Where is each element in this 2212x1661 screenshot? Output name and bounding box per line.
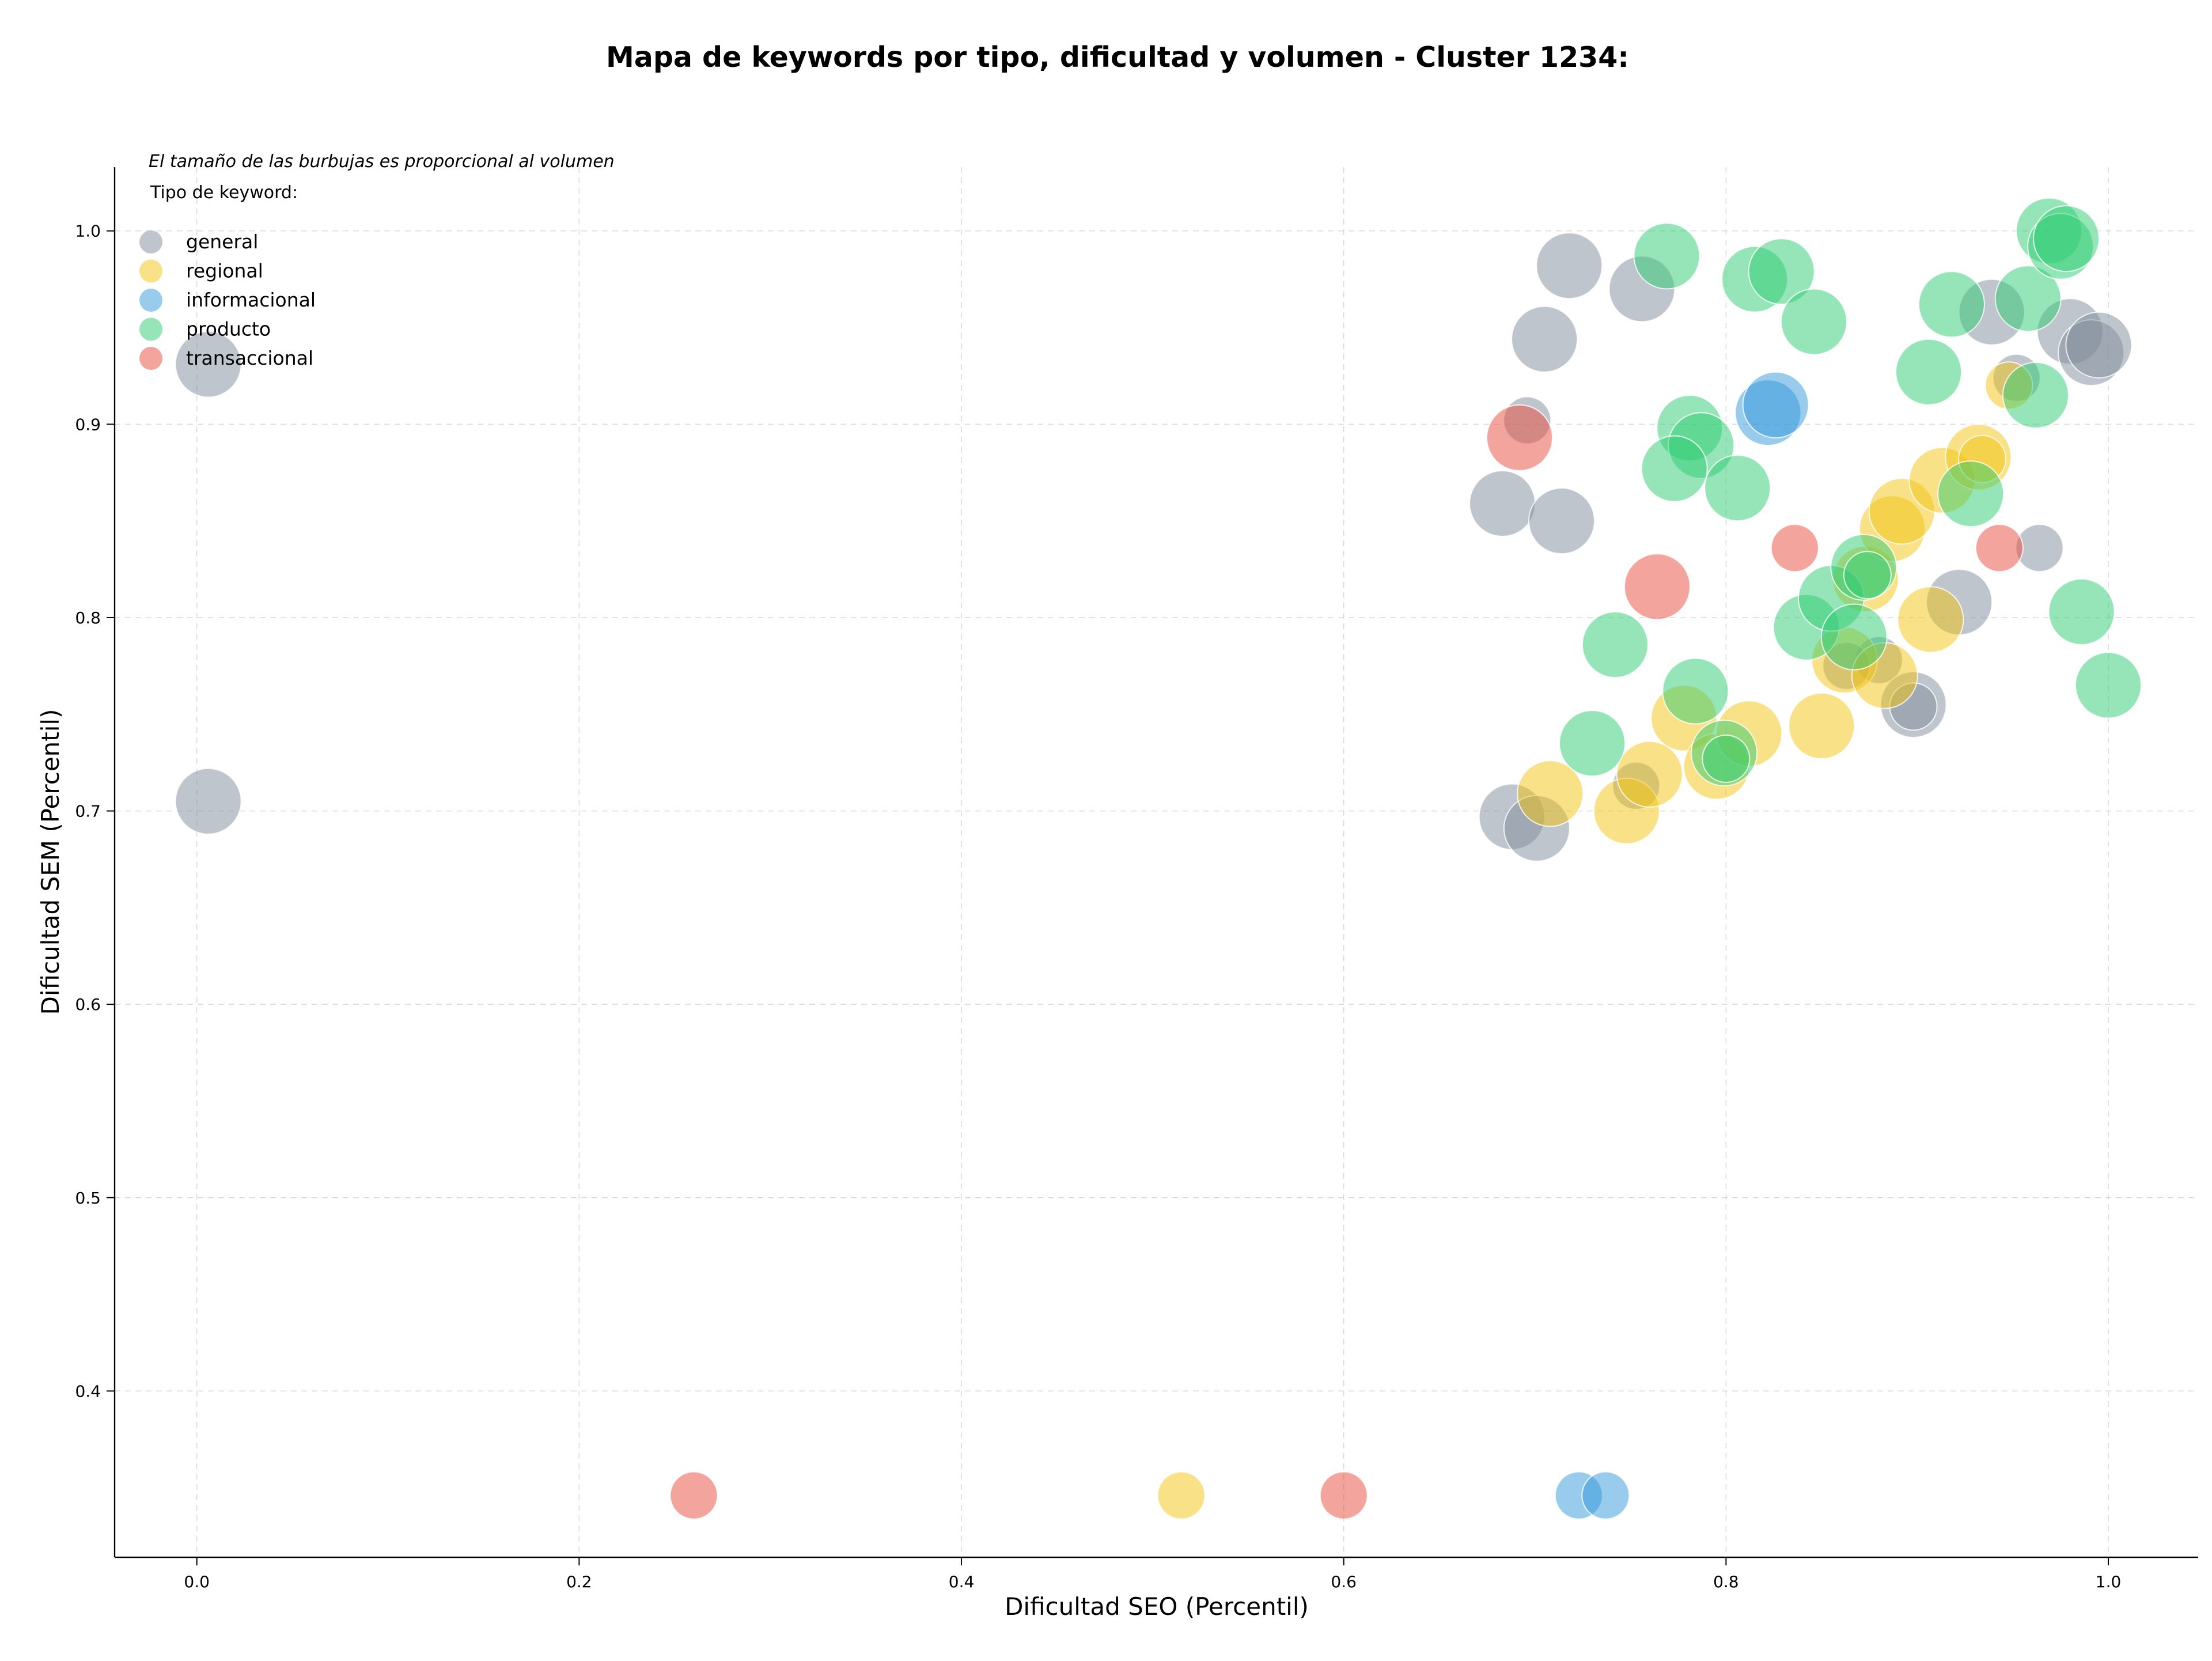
y-tick-label: 0.4	[75, 1382, 101, 1401]
bubble-producto	[1748, 238, 1815, 305]
bubble-regional	[1517, 760, 1584, 827]
y-tick-label: 0.6	[75, 995, 101, 1014]
bubble-producto	[2033, 205, 2100, 273]
y-axis-label: Dificultad SEM (Percentil)	[36, 709, 65, 1015]
legend-label-general: general	[186, 230, 258, 253]
bubble-size-note: El tamaño de las burbujas es proporciona…	[149, 152, 615, 172]
bubble-producto	[1704, 455, 1771, 522]
bubble-general	[1528, 487, 1595, 555]
x-tick-label: 0.8	[1713, 1572, 1739, 1591]
x-tick-label: 0.6	[1331, 1572, 1357, 1591]
grid-lines	[115, 167, 2198, 1557]
bubble-producto	[2048, 578, 2115, 645]
bubble-producto	[2002, 362, 2069, 429]
tick-marks: 0.0 0.2 0.4 0.6 0.8 1.0 0.4 0.5 0.6 0.7 0.8 0.9 1.0	[75, 222, 2121, 1591]
bubble-producto	[1702, 734, 1751, 783]
bubble-producto	[1843, 551, 1892, 600]
x-tick-label: 0.0	[184, 1572, 210, 1591]
bubble-producto	[1781, 288, 1848, 355]
bubble-regional	[1157, 1471, 1206, 1520]
bubble-transaccional	[1623, 553, 1691, 620]
bubble-informacional	[1742, 371, 1809, 438]
bubble-general	[2065, 311, 2133, 379]
y-tick-label: 0.9	[75, 415, 101, 434]
legend-marker-transaccional	[139, 347, 162, 370]
bubble-producto	[1662, 657, 1729, 725]
bubble-regional	[1897, 586, 1964, 653]
y-tick-label: 0.8	[75, 608, 101, 627]
bubble-producto	[1820, 603, 1888, 671]
bubble-transaccional	[669, 1471, 718, 1520]
chart-title: Mapa de keywords por tipo, dificultad y …	[606, 41, 1629, 74]
legend-title: Tipo de keyword:	[150, 183, 298, 203]
bubble-transaccional	[1486, 404, 1553, 471]
bubble-producto	[1895, 338, 1963, 406]
bubble-general	[175, 767, 242, 835]
legend-marker-producto	[139, 317, 162, 341]
bubble-producto	[1641, 435, 1708, 502]
bubble-general	[175, 331, 242, 398]
bubble-general	[1511, 305, 1578, 373]
bubble-regional	[1616, 740, 1683, 808]
y-tick-label: 0.7	[75, 802, 101, 821]
bubble-general	[1469, 470, 1536, 537]
data-points	[175, 197, 2142, 1520]
x-axis-label: Dificultad SEO (Percentil)	[1005, 1592, 1309, 1621]
bubble-producto	[1633, 222, 1700, 290]
bubble-producto	[1918, 271, 1985, 338]
bubble-producto	[1994, 265, 2062, 332]
bubble-producto	[1559, 710, 1626, 777]
x-tick-label: 1.0	[2096, 1572, 2122, 1591]
bubble-informacional	[1581, 1471, 1630, 1520]
bubble-transaccional	[1975, 524, 2024, 573]
legend-marker-regional	[139, 259, 162, 283]
legend-label-producto: producto	[186, 318, 271, 340]
axes	[113, 167, 2198, 1558]
legend: general regional informacional producto tran…	[139, 230, 316, 370]
bubble-transaccional	[1770, 524, 1819, 573]
legend-label-informacional: informacional	[186, 289, 316, 311]
y-tick-label: 0.5	[75, 1189, 101, 1208]
legend-marker-informacional	[139, 289, 162, 312]
bubble-general	[1536, 232, 1603, 300]
legend-marker-general	[139, 230, 162, 253]
bubble-producto	[2075, 652, 2142, 719]
x-tick-label: 0.4	[949, 1572, 975, 1591]
legend-label-transaccional: transaccional	[186, 347, 313, 369]
legend-label-regional: regional	[186, 260, 263, 282]
bubble-transaccional	[1319, 1471, 1368, 1520]
bubble-producto	[1937, 460, 2005, 528]
y-tick-label: 1.0	[75, 222, 101, 241]
bubble-regional	[1788, 692, 1855, 759]
bubble-producto	[1581, 611, 1649, 678]
x-tick-label: 0.2	[566, 1572, 592, 1591]
